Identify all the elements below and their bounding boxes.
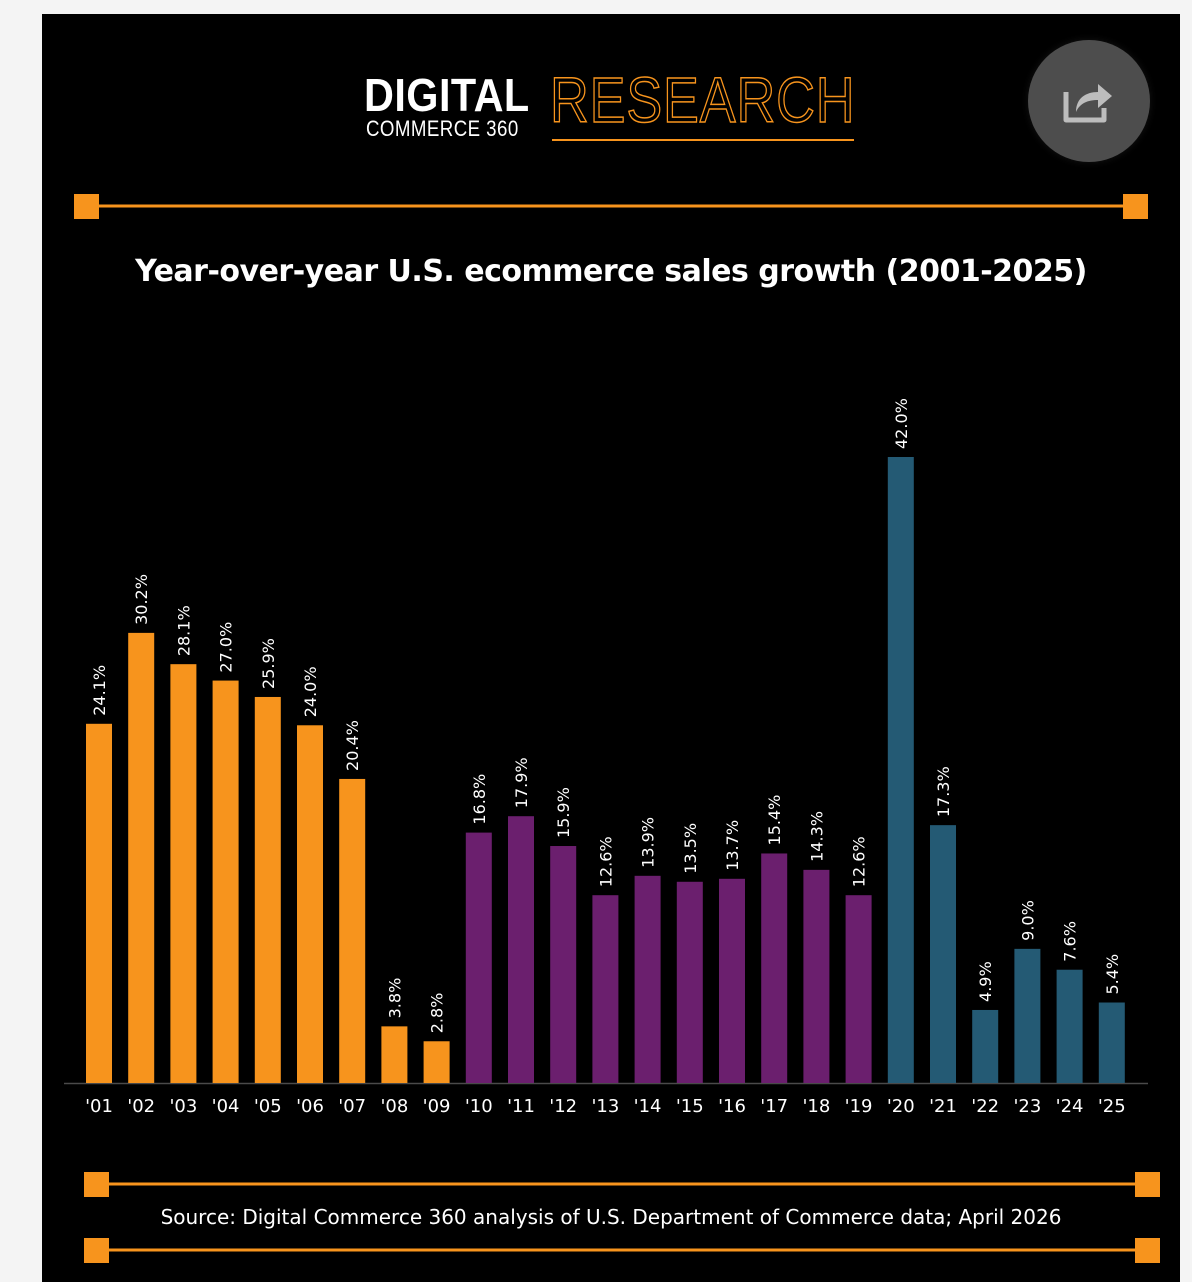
x-tick-label: '16 (718, 1096, 746, 1117)
bar-13 (592, 895, 619, 1083)
data-label: 13.9% (639, 817, 658, 868)
x-tick-label: '23 (1013, 1096, 1041, 1117)
x-tick-label: '17 (760, 1096, 788, 1117)
bar-10 (465, 832, 492, 1083)
bar-20 (887, 457, 914, 1083)
digital-research-logo: DIGITAL COMMERCE 360 RESEARCH (364, 62, 864, 152)
x-tick-label: '15 (676, 1096, 704, 1117)
x-tick-label: '24 (1056, 1096, 1084, 1117)
x-tick-label: '11 (507, 1096, 535, 1117)
data-label: 15.4% (765, 795, 784, 846)
chart-title: Year-over-year U.S. ecommerce sales grow… (135, 254, 1087, 289)
bar-16 (719, 878, 745, 1083)
data-label: 13.5% (681, 823, 700, 874)
data-label: 24.0% (301, 666, 320, 717)
logo-digital-text: DIGITAL (364, 69, 530, 121)
x-tick-label: '03 (169, 1096, 197, 1117)
bar-14 (634, 875, 661, 1083)
x-tick-label: '19 (845, 1096, 873, 1117)
data-label: 28.1% (174, 605, 193, 656)
bar-12 (550, 846, 577, 1083)
data-label: 17.3% (934, 766, 953, 817)
bar-07 (339, 778, 366, 1083)
x-tick-label: '04 (212, 1096, 240, 1117)
bar-24 (1056, 969, 1083, 1083)
x-tick-label: '12 (549, 1096, 577, 1117)
data-label: 17.9% (512, 757, 531, 808)
bar-22 (972, 1009, 999, 1083)
logo-research-text: RESEARCH (549, 64, 856, 136)
x-tick-label: '13 (591, 1096, 619, 1117)
data-label: 15.9% (554, 787, 573, 838)
data-label: 14.3% (807, 811, 826, 862)
share-icon (1063, 84, 1112, 123)
data-label: 7.6% (1061, 921, 1080, 962)
bar-23 (1014, 948, 1041, 1083)
bar-17 (761, 853, 788, 1083)
bar-02 (128, 632, 155, 1083)
top-divider-left-square (74, 194, 99, 219)
x-tick-label: '21 (929, 1096, 957, 1117)
source-bottom-right-square (1135, 1238, 1160, 1263)
bar-04 (212, 680, 239, 1083)
bar-05 (254, 696, 281, 1083)
data-label: 24.1% (90, 665, 109, 716)
data-label: 3.8% (385, 978, 404, 1019)
data-label: 5.4% (1103, 954, 1122, 995)
source-bottom-left-square (84, 1238, 109, 1263)
bar-19 (845, 895, 872, 1083)
data-label: 25.9% (259, 638, 278, 689)
x-tick-label: '10 (465, 1096, 493, 1117)
bar-21 (930, 825, 956, 1083)
x-tick-label: '14 (634, 1096, 662, 1117)
source-top-left-square (84, 1172, 109, 1197)
top-divider-right-square (1123, 194, 1148, 219)
data-label: 42.0% (892, 398, 911, 449)
data-label: 2.8% (428, 993, 447, 1034)
x-tick-label: '06 (296, 1096, 324, 1117)
bar-18 (803, 869, 830, 1083)
data-label: 12.6% (850, 836, 869, 887)
bar-01 (86, 723, 112, 1083)
bar-11 (508, 816, 534, 1083)
data-label: 4.9% (976, 961, 995, 1002)
x-tick-label: '02 (127, 1096, 155, 1117)
x-tick-label: '25 (1098, 1096, 1126, 1117)
logo-underline (552, 139, 854, 141)
bar-08 (381, 1026, 408, 1083)
data-label: 13.7% (723, 820, 742, 871)
data-label: 9.0% (1018, 900, 1037, 941)
bar-09 (423, 1041, 450, 1083)
x-tick-label: '09 (423, 1096, 451, 1117)
source-top-right-square (1135, 1172, 1160, 1197)
x-tick-label: '07 (338, 1096, 366, 1117)
x-tick-label: '22 (971, 1096, 999, 1117)
data-label: 20.4% (343, 720, 362, 771)
x-tick-label: '08 (380, 1096, 408, 1117)
source-note: Source: Digital Commerce 360 analysis of… (160, 1205, 1062, 1229)
x-tick-label: '20 (887, 1096, 915, 1117)
share-button[interactable] (1028, 40, 1150, 162)
data-label: 12.6% (596, 836, 615, 887)
logo-commerce-text: COMMERCE 360 (366, 116, 519, 141)
x-tick-label: '05 (254, 1096, 282, 1117)
bar-15 (676, 881, 703, 1083)
data-label: 16.8% (470, 774, 489, 825)
data-label: 27.0% (217, 622, 236, 673)
bar-03 (170, 664, 197, 1083)
bar-06 (297, 725, 323, 1083)
bar-25 (1098, 1002, 1125, 1083)
x-tick-label: '01 (85, 1096, 113, 1117)
x-tick-label: '18 (802, 1096, 830, 1117)
data-label: 30.2% (132, 574, 151, 625)
